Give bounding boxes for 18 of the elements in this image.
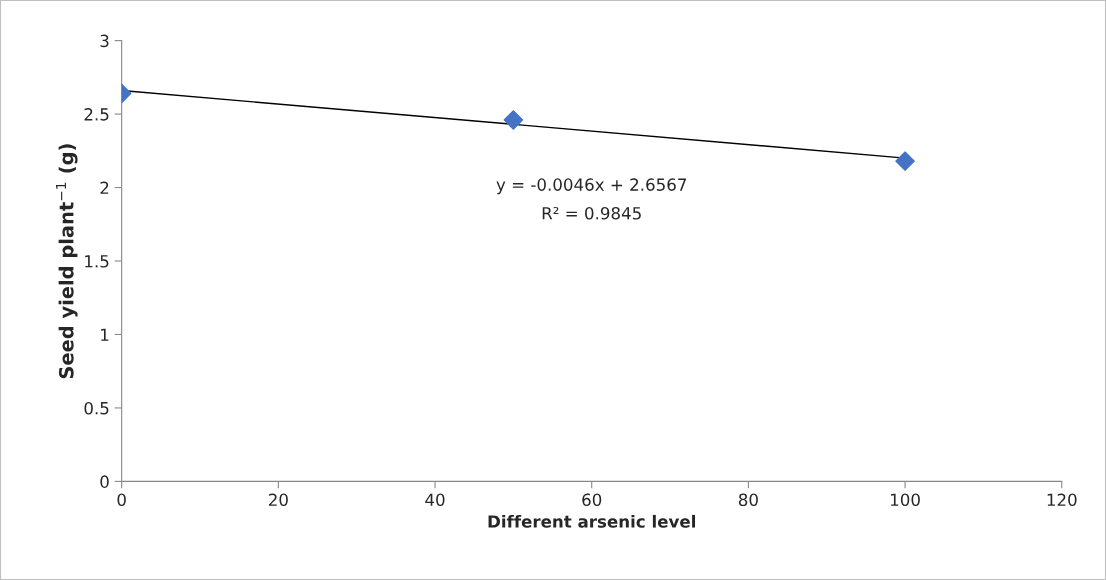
x-tick-label: 0 — [117, 493, 126, 507]
y-tick-label: 1 — [101, 328, 109, 341]
y-tick-label: 1.5 — [85, 255, 109, 268]
annotation: y = -0.0046x + 2.6567 — [496, 178, 687, 195]
y-tick-label: 2 — [100, 181, 109, 194]
x-tick-label: 100 — [891, 493, 920, 507]
x-tick-label: 40 — [425, 493, 445, 507]
x-tick-label: 20 — [268, 493, 288, 507]
y-tick-label: 0 — [100, 475, 109, 488]
annotation: R² = 0.9845 — [542, 206, 641, 220]
y-tick-label: 2.5 — [84, 108, 109, 121]
y-tick-label: 3 — [100, 34, 109, 48]
y-tick-label: 0.5 — [84, 401, 109, 415]
x-tick-label: 80 — [738, 493, 758, 507]
x-tick-label: 120 — [1047, 493, 1077, 507]
x-tick-label: 60 — [582, 493, 602, 507]
y-axis-title: Seed yield plant$^{−1}$ (g) — [56, 144, 78, 379]
x-axis-title: Different arsenic level — [488, 514, 695, 528]
